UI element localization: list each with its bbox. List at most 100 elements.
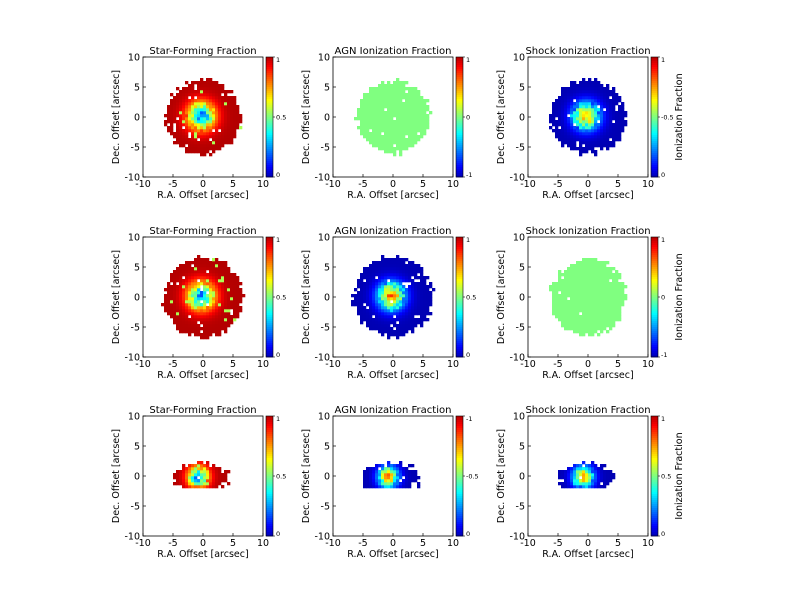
heatmap-cell — [390, 291, 394, 295]
heatmap-cells — [354, 78, 433, 157]
heatmap-cell — [203, 318, 207, 322]
heatmap-cell — [591, 81, 595, 85]
y-tick-label: 0 — [134, 472, 140, 483]
heatmap-cell — [411, 300, 415, 304]
heatmap-cell — [215, 324, 219, 328]
heatmap-cell — [384, 129, 388, 133]
heatmap-cell — [224, 297, 228, 301]
heatmap-cell — [378, 318, 382, 322]
colorbar-segment — [456, 436, 463, 439]
colorbar-segment — [651, 127, 658, 130]
heatmap-cell — [588, 261, 592, 265]
colorbar-segment — [266, 287, 273, 290]
heatmap-cell — [390, 288, 394, 292]
heatmap-cell — [618, 273, 622, 277]
heatmap-cell — [576, 473, 580, 477]
heatmap-cell — [573, 479, 577, 483]
heatmap-cell — [387, 114, 391, 118]
heatmap-cell — [417, 129, 421, 133]
heatmap-cell — [179, 470, 183, 474]
heatmap-cell — [194, 285, 198, 289]
heatmap-cell — [579, 87, 583, 91]
colorbar-segment — [456, 510, 463, 513]
heatmap-cell — [402, 135, 406, 139]
heatmap-cell — [194, 473, 198, 477]
heatmap-cell — [582, 273, 586, 277]
heatmap-cell — [579, 135, 583, 139]
heatmap-cell — [588, 81, 592, 85]
colorbar-segment — [456, 277, 463, 280]
heatmap-cell — [176, 138, 180, 142]
y-tick-label: -10 — [314, 353, 330, 364]
heatmap-cell — [372, 294, 376, 298]
heatmap-cell — [393, 132, 397, 136]
heatmap-cell — [384, 327, 388, 331]
heatmap-cell — [188, 309, 192, 313]
heatmap-cell — [375, 123, 379, 127]
colorbar-segment — [456, 478, 463, 481]
heatmap-cell — [399, 90, 403, 94]
colorbar-segment — [651, 512, 658, 515]
heatmap-cell — [191, 470, 195, 474]
heatmap-cell — [402, 309, 406, 313]
heatmap-cell — [369, 276, 373, 280]
heatmap-cell — [582, 300, 586, 304]
heatmap-cell — [188, 108, 192, 112]
heatmap-cell — [176, 470, 180, 474]
heatmap-cell — [396, 285, 400, 289]
heatmap-cell — [564, 120, 568, 124]
colorbar-segment — [456, 115, 463, 118]
heatmap-cell — [203, 473, 207, 477]
colorbar-segment — [266, 275, 273, 278]
heatmap-cell — [399, 270, 403, 274]
heatmap-cell — [221, 303, 225, 307]
colorbar-segment — [651, 313, 658, 316]
heatmap-cell — [188, 321, 192, 325]
heatmap-cell — [200, 105, 204, 109]
colorbar-segment — [456, 528, 463, 531]
heatmap-cell — [197, 264, 201, 268]
heatmap-cell — [585, 297, 589, 301]
heatmap-cell — [402, 84, 406, 88]
heatmap-cell — [191, 306, 195, 310]
colorbar-segment — [456, 173, 463, 176]
heatmap-cell — [236, 303, 240, 307]
heatmap-cell — [200, 132, 204, 136]
heatmap-cell — [239, 306, 243, 310]
colorbar-segment — [456, 151, 463, 154]
heatmap-cell — [402, 261, 406, 265]
heatmap-cell — [396, 144, 400, 148]
heatmap-cell — [197, 273, 201, 277]
heatmap-cell — [561, 309, 565, 313]
heatmap-cell — [561, 485, 565, 489]
y-axis-label: Dec. Offset [arcsec] — [301, 429, 312, 523]
heatmap-cell — [585, 126, 589, 130]
colorbar-segment — [651, 307, 658, 310]
heatmap-cell — [399, 318, 403, 322]
colorbar-segment — [651, 456, 658, 459]
heatmap-cell — [399, 276, 403, 280]
heatmap-cell — [179, 267, 183, 271]
heatmap-cell — [209, 114, 213, 118]
colorbar-tick-label: 0.5 — [466, 294, 476, 302]
heatmap-cell — [233, 120, 237, 124]
colorbar-segment — [456, 111, 463, 114]
heatmap-cell — [567, 144, 571, 148]
heatmap-cell — [182, 297, 186, 301]
heatmap-cell — [423, 315, 427, 319]
heatmap-cell — [375, 327, 379, 331]
heatmap-cell — [387, 327, 391, 331]
heatmap-cell — [582, 126, 586, 130]
heatmap-cell — [176, 303, 180, 307]
heatmap-cell — [203, 306, 207, 310]
heatmap-cell — [206, 476, 210, 480]
heatmap-cell — [360, 111, 364, 115]
heatmap-cell — [405, 294, 409, 298]
heatmap-cell — [561, 324, 565, 328]
heatmap-cell — [384, 138, 388, 142]
heatmap-cell — [378, 285, 382, 289]
colorbar-segment — [651, 353, 658, 356]
heatmap-cell — [185, 470, 189, 474]
heatmap-cell — [594, 273, 598, 277]
